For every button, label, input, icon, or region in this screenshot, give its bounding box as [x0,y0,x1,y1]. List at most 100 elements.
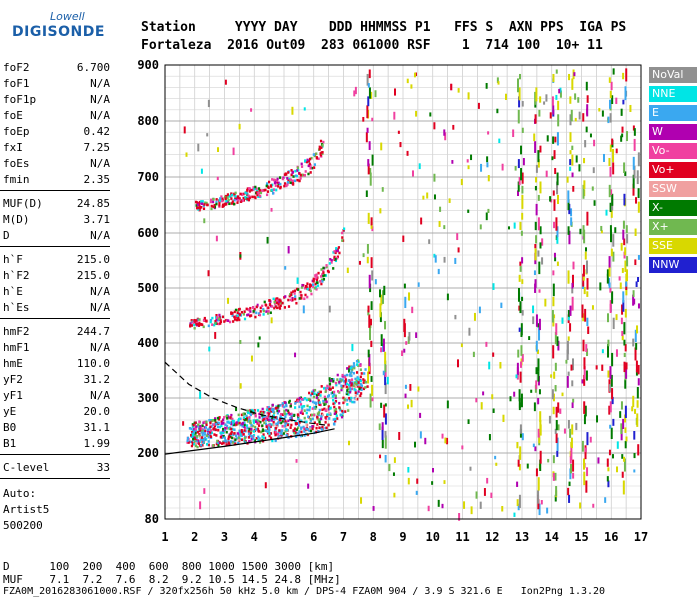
echo-mark [318,420,321,423]
echo-mark [281,402,284,405]
noise-mark [602,153,605,162]
echo-mark [206,203,209,207]
echo-mark [338,380,341,384]
echo-mark [322,140,325,144]
interference-mark [552,455,555,464]
param-label: hmF2 [3,325,30,338]
echo-mark [300,419,303,423]
interference-mark [535,87,538,102]
noise-mark [483,488,486,496]
noise-mark [203,488,206,494]
x-tick-label: 13 [515,530,529,544]
noise-mark [360,497,363,504]
interference-mark [521,354,524,362]
noise-mark [567,316,570,321]
noise-mark [610,248,613,257]
echo-mark [294,295,297,298]
interference-mark [634,228,637,236]
echo-mark [364,380,367,384]
noise-mark [514,166,517,171]
noise-mark [574,93,577,100]
param-value: N/A [90,109,110,122]
interference-mark [625,436,628,442]
noise-mark [371,397,374,402]
noise-mark [501,506,504,512]
interference-mark [404,393,407,399]
echo-mark [323,395,326,399]
echo-mark [328,385,331,389]
echo-mark [324,399,327,403]
interference-mark [381,426,384,440]
interference-mark [384,431,387,438]
noise-mark [491,394,494,400]
echo-mark [294,297,297,301]
noise-mark [567,487,570,496]
echo-mark [211,419,214,423]
echo-mark [327,395,330,398]
noise-mark [410,399,413,408]
interference-mark [403,283,406,289]
echo-mark [244,441,247,444]
echo-mark [339,377,342,381]
param-value: 31.1 [83,421,111,434]
echo-mark [270,408,274,412]
legend-item: NoVal [649,67,697,83]
echo-mark [322,271,325,274]
interference-mark [520,323,523,336]
echo-mark [353,366,356,370]
interference-mark [636,413,639,427]
interference-mark [539,226,542,235]
interference-mark [608,449,611,456]
interference-mark [534,91,537,105]
interference-mark [586,317,589,327]
noise-mark [250,108,253,112]
interference-mark [621,304,624,315]
echo-mark [342,411,345,414]
interference-mark [369,318,372,326]
echo-mark [351,368,354,372]
interference-mark [521,257,524,264]
noise-mark [270,207,273,212]
echo-mark [336,417,339,420]
echo-mark [349,366,352,370]
noise-mark [456,233,459,241]
echo-mark [321,151,324,154]
echo-mark [289,426,292,429]
echo-mark [245,307,248,311]
interference-mark [555,486,558,497]
interference-mark [552,73,555,83]
echo-mark [250,427,253,431]
interference-mark [539,459,542,472]
echo-mark [264,422,268,426]
echo-mark [277,435,280,438]
noise-mark [441,433,444,439]
echo-mark [322,266,325,270]
noise-mark [303,107,306,111]
echo-mark [233,192,236,196]
noise-mark [520,361,523,368]
param-label: yF1 [3,389,23,402]
noise-mark [362,116,365,122]
interference-mark [634,347,637,361]
noise-mark [407,477,410,485]
echo-mark [325,264,328,267]
echo-mark [228,320,232,324]
echo-mark [271,305,274,308]
echo-mark [218,201,221,205]
echo-mark [332,418,335,421]
interference-mark [556,336,559,346]
noise-mark [559,408,562,414]
echo-mark [247,411,250,415]
noise-mark [406,150,409,156]
param-row: foE N/A [3,108,110,124]
echo-mark [290,173,293,177]
echo-mark [214,419,217,422]
echo-mark [275,188,278,192]
interference-mark [606,476,609,482]
interference-mark [635,343,638,350]
noise-mark [512,129,515,138]
noise-mark [513,391,516,397]
auto-line: Artist5 [3,503,50,516]
echo-mark [291,181,295,185]
noise-mark [427,505,430,512]
